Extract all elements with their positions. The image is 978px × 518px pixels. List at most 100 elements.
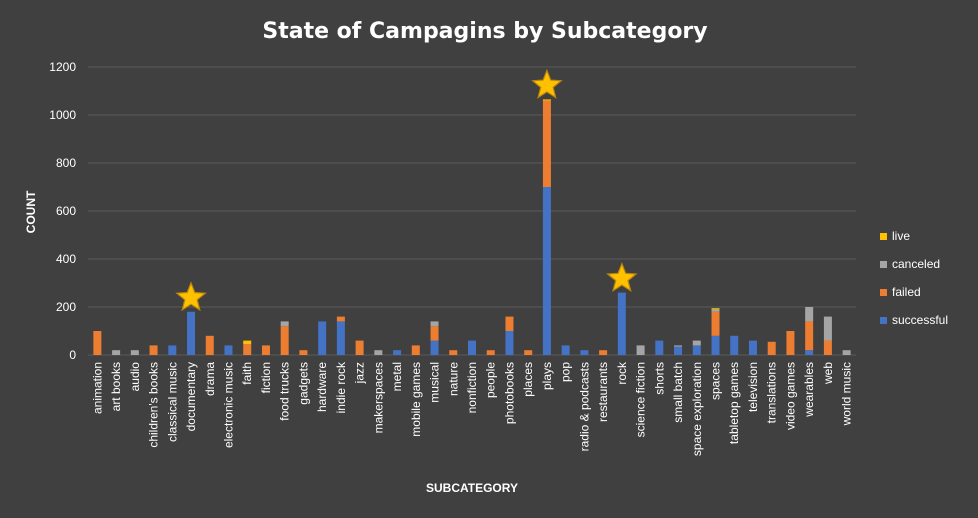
bar-segment-successful [617,292,626,355]
bar-segment-successful [711,335,720,355]
bar-segment-live [711,308,720,310]
legend-swatch [880,289,887,296]
bar-segment-live [243,340,252,345]
y-tick-label: 200 [56,300,76,314]
y-tick-label: 600 [56,204,76,218]
bar-segment-failed [280,326,289,355]
x-category-label: people [484,362,498,398]
legend-item-failed: failed [880,285,921,299]
bar-segment-canceled [842,350,851,355]
star-marker [175,281,207,312]
bar-segment-successful [692,345,701,355]
bar-segment-failed [767,341,776,355]
bars [93,99,851,355]
bar-segment-failed [243,344,252,355]
y-tick-label: 1000 [49,108,76,122]
y-tick-label: 0 [69,348,76,362]
bar-segment-canceled [823,316,832,341]
bar-segment-canceled [130,350,139,355]
x-category-label: science fiction [634,362,648,437]
bar-segment-failed [261,345,270,355]
bar-segment-successful [336,321,345,355]
x-category-label: world music [840,362,854,426]
bar-segment-failed [524,350,533,355]
bar-segment-failed [711,311,720,336]
x-category-label: radio & podcasts [577,362,591,451]
bar-segment-failed [336,316,345,322]
legend-swatch [880,233,887,240]
bar-segment-successful [468,340,476,355]
bar-segment-successful [187,311,196,355]
legend-swatch [880,317,887,324]
bar-segment-successful [580,350,589,355]
y-axis-title: COUNT [24,190,38,233]
bar-segment-successful [561,345,570,355]
legend-item-live: live [880,229,910,243]
bar-segment-failed [205,335,214,355]
bar-segment-failed [786,331,795,355]
bar-segment-canceled [692,340,701,346]
x-category-label: food trucks [278,362,292,421]
bar-segment-canceled [711,309,720,312]
bar-segment-successful [805,350,814,355]
x-category-label: classical music [165,362,179,442]
bar-segment-live [542,99,551,101]
x-category-label: television [746,362,760,412]
bar-segment-successful [318,321,327,355]
x-category-label: art books [109,362,123,411]
bar-segment-successful [674,346,683,355]
bar-segment-failed [299,350,308,355]
bar-segment-failed [505,316,514,331]
x-category-label: photobooks [502,362,516,424]
x-category-label: electronic music [221,362,235,448]
x-category-label: nonfiction [465,362,479,413]
bar-segment-successful [224,345,233,355]
x-category-label: places [521,362,535,397]
y-axis-ticks: 0 200 400 600 800 1000 1200 [49,60,76,362]
x-category-label: plays [540,362,554,390]
star-marker [531,68,563,99]
x-category-label: faith [240,362,254,385]
x-category-label: web [821,362,835,385]
x-category-label: space exploration [690,362,704,456]
bar-segment-successful [393,350,402,355]
x-category-label: rock [615,361,629,385]
bar-segment-failed [599,350,608,355]
bar-segment-failed [411,345,420,355]
legend-item-canceled: canceled [880,257,940,271]
bar-segment-canceled [674,345,683,347]
bar-segment-canceled [374,350,383,355]
bar-segment-successful [430,340,439,355]
star-marker [606,261,638,293]
legend-label: canceled [892,257,940,271]
legend-label: live [892,229,910,243]
x-category-label: restaurants [596,362,610,422]
star-markers [175,68,638,312]
x-category-label: fiction [259,362,273,393]
bar-segment-failed [449,350,458,355]
bar-segment-failed [149,345,158,355]
bar-segment-successful [730,335,739,355]
x-category-label: mobile games [409,362,423,437]
x-axis-title: SUBCATEGORY [426,481,518,495]
bar-segment-failed [486,350,495,355]
legend-swatch [880,261,887,268]
bar-segment-successful [542,187,551,355]
x-category-label: documentary [184,362,198,431]
x-category-label: shorts [652,362,666,395]
x-category-label: hardware [315,362,329,412]
bar-segment-successful [748,340,757,355]
legend-label: successful [892,313,948,327]
x-category-label: drama [203,362,217,396]
x-category-label: audio [128,362,142,392]
x-category-label: wearables [802,362,816,418]
x-category-label: nature [446,362,460,396]
y-tick-label: 400 [56,252,76,266]
x-category-label: spaces [709,362,723,400]
x-category-label: indie rock [334,361,348,413]
y-tick-label: 1200 [49,60,76,74]
bar-segment-successful [168,345,177,355]
x-axis-category-labels: animation art books audio children's books c… [90,361,853,456]
